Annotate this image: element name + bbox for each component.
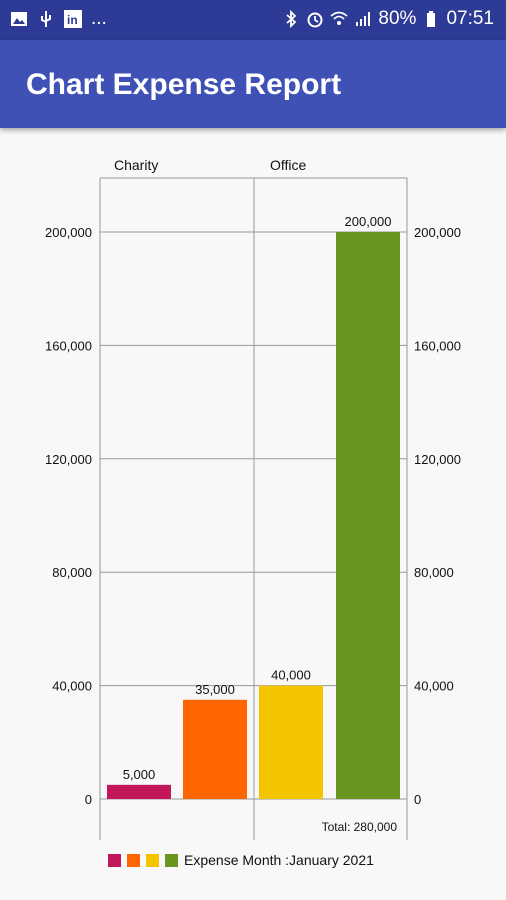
y-tick-label-left: 200,000: [45, 225, 92, 240]
y-tick-label-right: 80,000: [414, 565, 454, 580]
group-label-office: Office: [270, 157, 307, 173]
wifi-icon: [330, 11, 348, 25]
alarm-icon: [307, 12, 323, 28]
linkedin-icon: in: [64, 10, 82, 28]
y-tick-label-left: 40,000: [52, 679, 92, 694]
page-title: Chart Expense Report: [26, 68, 342, 101]
bar-value-label: 40,000: [271, 668, 311, 683]
usb-icon: [41, 11, 51, 27]
legend-swatch: [127, 853, 140, 867]
battery-icon: [427, 11, 436, 27]
group-label-charity: Charity: [114, 157, 158, 173]
bar-value-label: 35,000: [195, 682, 235, 697]
legend-swatch: [108, 853, 121, 867]
y-tick-label-left: 160,000: [45, 338, 92, 353]
legend-swatch: [165, 853, 178, 867]
total-label: Total: 280,000: [322, 820, 398, 834]
expense-chart: 0 0 40,000 40,000 80,000 80,000 120,000 120,000…: [45, 157, 461, 840]
bar: [259, 685, 323, 799]
y-tick-label-right: 200,000: [414, 225, 461, 240]
app-bar: Chart Expense Report: [0, 40, 506, 128]
chart-legend: Expense Month :January 2021: [108, 852, 374, 868]
bar: [183, 699, 247, 799]
bar: [107, 784, 171, 799]
bluetooth-icon: [286, 10, 297, 28]
image-icon: [11, 12, 27, 26]
y-tick-label-left: 80,000: [52, 565, 92, 580]
y-tick-label-right: 0: [414, 792, 421, 807]
status-bar: in ... 80% 07:51: [0, 0, 506, 40]
signal-icon: [356, 12, 371, 26]
bar: [336, 232, 400, 799]
more-notifications: ...: [91, 8, 107, 29]
battery-percent: 80%: [378, 8, 417, 29]
legend-swatch: [146, 853, 159, 867]
legend-label: Expense Month :January 2021: [184, 852, 374, 868]
y-tick-label-left: 0: [85, 792, 92, 807]
svg-text:in: in: [67, 13, 78, 27]
y-tick-label-right: 40,000: [414, 679, 454, 694]
y-tick-label-right: 120,000: [414, 452, 461, 467]
y-tick-label-right: 160,000: [414, 338, 461, 353]
bar-value-label: 5,000: [123, 767, 156, 782]
bar-value-label: 200,000: [345, 214, 392, 229]
y-tick-label-left: 120,000: [45, 452, 92, 467]
clock: 07:51: [446, 8, 494, 29]
